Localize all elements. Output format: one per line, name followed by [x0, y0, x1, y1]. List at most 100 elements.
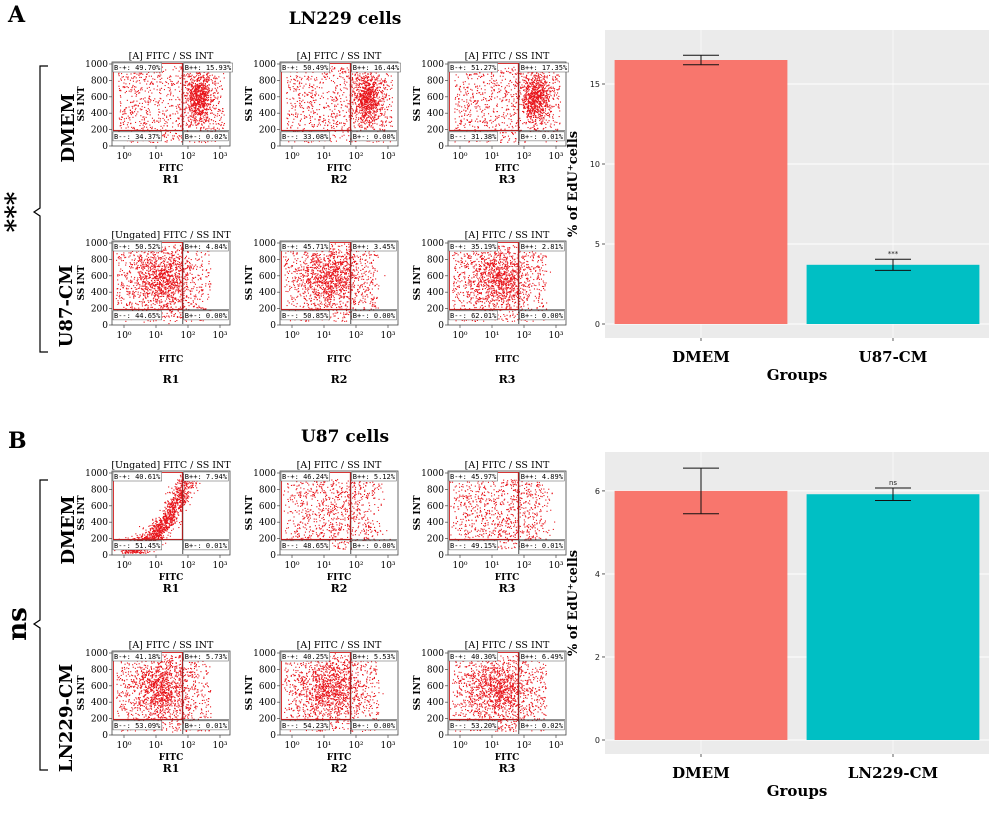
quadrant-label: B--: 50.85%	[282, 312, 329, 320]
x-tick-label: 10⁰	[284, 561, 299, 571]
quadrant-label: B-+: 45.71%	[282, 243, 329, 251]
y-tick-label: 400	[427, 109, 444, 119]
y-axis-label: SS INT	[245, 265, 255, 300]
y-tick-label: 600	[259, 502, 276, 512]
flow-plot-title: [A] FITC / SS INT	[129, 640, 214, 651]
quadrant-label: B+-: 0.02%	[185, 133, 228, 141]
x-tick-label: 10⁰	[116, 152, 131, 162]
replicate-label: R3	[499, 762, 516, 775]
quadrant-label: B++: 3.45%	[353, 243, 396, 251]
x-axis-label: Groups	[767, 366, 828, 384]
bar-chart: 0 5 10 15 DMEM *** U87-CM Groups % of EdU⁺cells	[566, 30, 989, 384]
y-tick-label: 200	[259, 305, 276, 315]
y-tick-label: 200	[427, 535, 444, 545]
flow-dots	[454, 65, 561, 143]
y-tick-label: 1000	[421, 649, 444, 659]
y-tick-label: 0	[102, 142, 108, 152]
x-tick-label: 10²	[516, 561, 531, 571]
quadrant-label: B--: 44.65%	[114, 312, 161, 320]
quadrant-label: B++: 5.12%	[353, 473, 396, 481]
flow-plot: B-+: 40.30% B++: 6.49% B--: 53.20% B+-: 0.0…	[413, 640, 567, 775]
y-tick-label: 0	[438, 731, 444, 741]
quadrant-label: B--: 62.01%	[450, 312, 497, 320]
flow-dots	[450, 653, 548, 732]
y-tick-label: 0	[270, 551, 276, 561]
x-tick-label: 10³	[212, 152, 227, 162]
x-axis-label: FITC	[495, 573, 519, 583]
bar	[614, 60, 788, 324]
category-label: DMEM	[672, 348, 730, 366]
x-tick-label: 10⁰	[284, 152, 299, 162]
panel-b-row-2-label: LN229-CM	[56, 664, 77, 772]
y-tick-label: 4	[595, 570, 600, 579]
quadrant-label: B+-: 0.02%	[521, 722, 564, 730]
quadrant-label: B++: 5.73%	[185, 653, 228, 661]
quadrant-label: B--: 51.45%	[114, 542, 161, 550]
quadrant-label: B--: 48.65%	[282, 542, 329, 550]
y-tick-label: 0	[270, 142, 276, 152]
quadrant-label: B+-: 0.01%	[185, 722, 228, 730]
y-tick-label: 800	[259, 255, 276, 265]
panel-b-title: U87 cells	[301, 427, 389, 447]
y-axis-label: SS INT	[413, 86, 423, 121]
x-tick-label: 10¹	[148, 741, 163, 751]
y-axis-label: SS INT	[77, 86, 87, 121]
y-tick-label: 1000	[421, 60, 444, 70]
y-tick-label: 10	[590, 160, 600, 169]
y-tick-label: 800	[427, 76, 444, 86]
x-tick-label: 10²	[180, 152, 195, 162]
panel-b-row-1-label: DMEM	[58, 495, 79, 564]
quadrant-label: B+-: 0.00%	[353, 722, 396, 730]
quadrant-label: B-+: 40.25%	[282, 653, 329, 661]
y-tick-label: 0	[438, 142, 444, 152]
flow-plot: B-+: 40.61% B++: 7.94% B--: 51.45% B+-: 0.0…	[77, 460, 231, 595]
panel-b-bracket	[32, 479, 48, 771]
quadrant-label: B++: 7.94%	[185, 473, 228, 481]
x-tick-label: 10¹	[148, 331, 163, 341]
y-tick-label: 600	[91, 93, 108, 103]
x-tick-label: 10⁰	[452, 152, 467, 162]
x-axis-label: FITC	[159, 164, 183, 174]
y-axis-label: SS INT	[413, 265, 423, 300]
x-tick-label: 10¹	[148, 561, 163, 571]
y-tick-label: 600	[259, 682, 276, 692]
y-tick-label: 600	[427, 682, 444, 692]
y-tick-label: 200	[427, 305, 444, 315]
flow-plot: B-+: 45.71% B++: 3.45% B--: 50.85% B+-: 0.0…	[245, 239, 399, 386]
y-tick-label: 600	[259, 272, 276, 282]
quadrant-label: B++: 6.49%	[521, 653, 564, 661]
quadrant-label: B-+: 40.30%	[450, 653, 497, 661]
y-tick-label: 800	[91, 76, 108, 86]
replicate-label: R3	[499, 582, 516, 595]
y-axis-label: SS INT	[413, 675, 423, 710]
y-tick-label: 200	[91, 715, 108, 725]
x-axis-label: FITC	[327, 164, 351, 174]
x-tick-label: 10⁰	[116, 561, 131, 571]
quadrant-label: B+-: 0.01%	[521, 133, 564, 141]
bar	[806, 264, 980, 324]
flow-dots	[282, 653, 384, 732]
flow-plot: B-+: 45.97% B++: 4.89% B--: 49.15% B+-: 0.0…	[413, 460, 567, 595]
quadrant-label: B+-: 0.00%	[521, 312, 564, 320]
replicate-label: R3	[499, 173, 516, 186]
x-tick-label: 10³	[380, 561, 395, 571]
quadrant-label: B-+: 50.52%	[114, 243, 161, 251]
quadrant-label: B++: 4.84%	[185, 243, 228, 251]
y-tick-label: 800	[91, 255, 108, 265]
x-tick-label: 10²	[348, 152, 363, 162]
x-axis-label: FITC	[327, 753, 351, 763]
y-tick-label: 400	[259, 288, 276, 298]
quadrant-label: B--: 49.15%	[450, 542, 497, 550]
x-tick-label: 10³	[548, 741, 563, 751]
replicate-label: R1	[163, 762, 180, 775]
y-tick-label: 1000	[85, 239, 108, 249]
category-label: DMEM	[672, 764, 730, 782]
quadrant-label: B+-: 0.00%	[353, 312, 396, 320]
y-tick-label: 1000	[253, 469, 276, 479]
panel-a-row-2-label: U87-CM	[56, 265, 77, 348]
quadrant-label: B--: 31.38%	[450, 133, 497, 141]
panel-a-label: A	[7, 2, 26, 28]
replicate-label: R3	[499, 373, 516, 386]
quadrant-label: B-+: 35.19%	[450, 243, 497, 251]
y-tick-label: 800	[427, 485, 444, 495]
